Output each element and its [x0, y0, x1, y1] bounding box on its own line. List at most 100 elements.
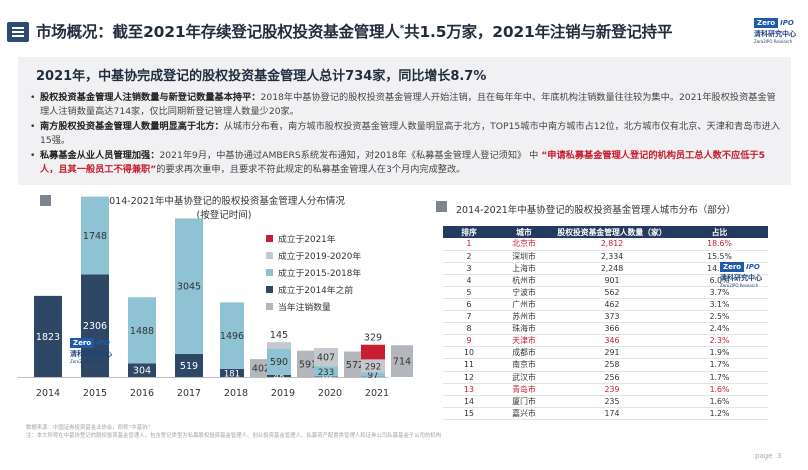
x-tick-label: 2018: [224, 388, 248, 399]
table-row: 15 嘉兴市 174 1.2%: [443, 407, 768, 420]
table-row: 12 武汉市 256 1.7%: [443, 371, 768, 384]
bar-segment: [267, 374, 291, 377]
bar-value-label: 407: [317, 353, 335, 364]
table-row: 7 苏州市 373 2.5%: [443, 310, 768, 324]
cell-rank: 14: [443, 395, 495, 408]
bar-segment: [220, 368, 244, 377]
x-tick-label: 2020: [318, 388, 342, 399]
table-row: 8 珠海市 366 2.4%: [443, 322, 768, 336]
cell-city: 南京市: [495, 358, 553, 372]
table-row: 13 青岛市 239 1.6%: [443, 383, 768, 396]
cell-rank: 11: [443, 358, 495, 372]
bar-segment: [314, 348, 338, 367]
table-row: 11 南京市 258 1.7%: [443, 358, 768, 372]
cell-count: 291: [553, 346, 671, 360]
cell-rank: 13: [443, 383, 495, 396]
cell-share: 1.9%: [671, 346, 768, 360]
cell-share: 1.6%: [671, 383, 768, 396]
right-panel-marker: [436, 201, 447, 212]
table-row: 14 厦门市 235 1.6%: [443, 395, 768, 408]
cell-city: 深圳市: [495, 250, 553, 263]
bar-value-label: 519: [180, 361, 198, 372]
brand-logo: Zero IPO 清科研究中心 Zero2IPO Research: [754, 18, 796, 44]
cell-rank: 8: [443, 322, 495, 336]
cell-share: 3.1%: [671, 298, 768, 312]
cell-rank: 1: [443, 238, 495, 251]
bar-segment: [361, 359, 385, 373]
bar-segment: [128, 363, 156, 377]
legend-item: 当年注销数量: [266, 298, 361, 315]
legend-label: 成立于2021年: [278, 235, 336, 245]
legend-label: 当年注销数量: [278, 303, 331, 313]
legend-item: 成立于2019-2020年: [266, 247, 361, 264]
cell-count: 2,248: [553, 262, 671, 275]
bar-value-label: 97: [368, 371, 379, 381]
cell-share: 1.2%: [671, 407, 768, 420]
cell-count: 562: [553, 286, 671, 299]
table-header-row: 排序 城市 股权投资基金管理人数量（家） 占比: [443, 226, 768, 238]
column-header-share: 占比: [671, 226, 768, 238]
legend-item: 成立于2014年之前: [266, 281, 361, 298]
legend-swatch: [266, 303, 273, 310]
bullet-cancellation: 股权投资基金管理人注销数量与新登记数量基本持平：2018年中基协登记的股权投资基…: [30, 91, 780, 119]
legend-label: 成立于2019-2020年: [278, 252, 362, 262]
cell-rank: 9: [443, 334, 495, 348]
cell-rank: 4: [443, 274, 495, 287]
bar-value-label: 1823: [36, 332, 60, 343]
bar-value-label: 292: [365, 362, 381, 372]
x-tick-label: 2017: [177, 388, 201, 399]
column-header-city: 城市: [495, 226, 553, 238]
table-row: 6 广州市 462 3.1%: [443, 298, 768, 312]
cell-city: 成都市: [495, 346, 553, 360]
bar-value-label: 329: [364, 333, 382, 344]
bar-segment: [314, 366, 338, 377]
cell-count: 346: [553, 334, 671, 348]
bar-segment: [220, 302, 244, 369]
bar-value-label: 304: [133, 366, 151, 377]
bar-value-label: 7: [370, 373, 375, 383]
table-row: 10 成都市 291 1.9%: [443, 346, 768, 360]
bullet-staff-management: 私募基金从业人员管理加强：2021年9月，中基协通过AMBERS系统发布通知，对…: [30, 149, 780, 177]
legend-label: 成立于2014年之前: [278, 286, 354, 296]
x-tick-label: 2019: [271, 388, 295, 399]
bar-segment: [175, 353, 203, 377]
bar-segment: [361, 344, 385, 360]
cell-count: 256: [553, 371, 671, 384]
chart-legend: 成立于2021年成立于2019-2020年成立于2015-2018年成立于201…: [266, 230, 361, 315]
cell-count: 373: [553, 310, 671, 324]
cell-count: 366: [553, 322, 671, 336]
summary-bullets: 股权投资基金管理人注销数量与新登记数量基本持平：2018年中基协登记的股权投资基…: [30, 91, 780, 178]
cell-city: 珠海市: [495, 322, 553, 336]
x-tick-label: 2016: [130, 388, 154, 399]
table-row: 2 深圳市 2,334 15.5%: [443, 250, 768, 263]
bar-value-label: 590: [270, 357, 288, 368]
cell-count: 174: [553, 407, 671, 420]
legend-swatch: [266, 286, 273, 293]
cell-share: 15.5%: [671, 250, 768, 263]
cell-count: 2,334: [553, 250, 671, 263]
x-tick-label: 2021: [365, 388, 389, 399]
bar-value-label: 1496: [220, 331, 244, 342]
cell-share: 1.7%: [671, 358, 768, 372]
legend-item: 成立于2015-2018年: [266, 264, 361, 281]
cell-rank: 2: [443, 250, 495, 263]
cell-rank: 15: [443, 407, 495, 420]
bar-value-label: 2306: [83, 321, 107, 332]
bar-value-label: 591: [299, 359, 317, 370]
cell-rank: 3: [443, 262, 495, 275]
registration-bar-chart: 1823 2014 2306 1748 2015 304 1488 2016 519 3045 20…: [18, 196, 413, 399]
city-distribution-table: 排序 城市 股权投资基金管理人数量（家） 占比 1 北京市 2,812 18.6% 2 深…: [443, 226, 768, 420]
cell-city: 嘉兴市: [495, 407, 553, 420]
bar-segment: [34, 295, 62, 377]
cell-city: 宁波市: [495, 286, 553, 299]
cell-rank: 5: [443, 286, 495, 299]
bar-value-label: 48: [274, 372, 285, 382]
bar-segment: [81, 196, 109, 275]
cell-share: 2.4%: [671, 322, 768, 336]
cell-rank: 10: [443, 346, 495, 360]
table-watermark-logo: Zero IPO 清科研究中心 Zero2IPO Research: [720, 262, 762, 288]
bar-cancelled: [250, 359, 272, 377]
cell-city: 北京市: [495, 238, 553, 251]
bar-value-label: 233: [318, 368, 334, 378]
chart-watermark-logo: Zero IPO 清科研究中心 Zero2IPO Research: [70, 338, 112, 364]
